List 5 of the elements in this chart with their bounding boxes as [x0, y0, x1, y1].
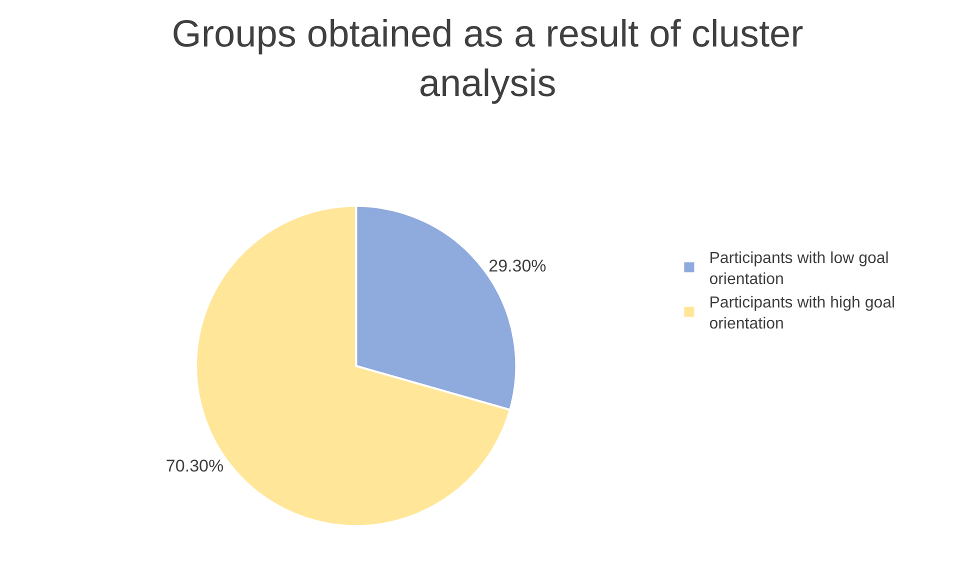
chart-title: Groups obtained as a result of cluster analysis — [172, 13, 804, 105]
legend-label: Participants with low goal orientation — [709, 250, 889, 288]
data-label: 29.30% — [488, 256, 546, 276]
legend-label: Participants with high goal orientation — [709, 294, 896, 333]
data-label: 70.30% — [166, 456, 224, 476]
